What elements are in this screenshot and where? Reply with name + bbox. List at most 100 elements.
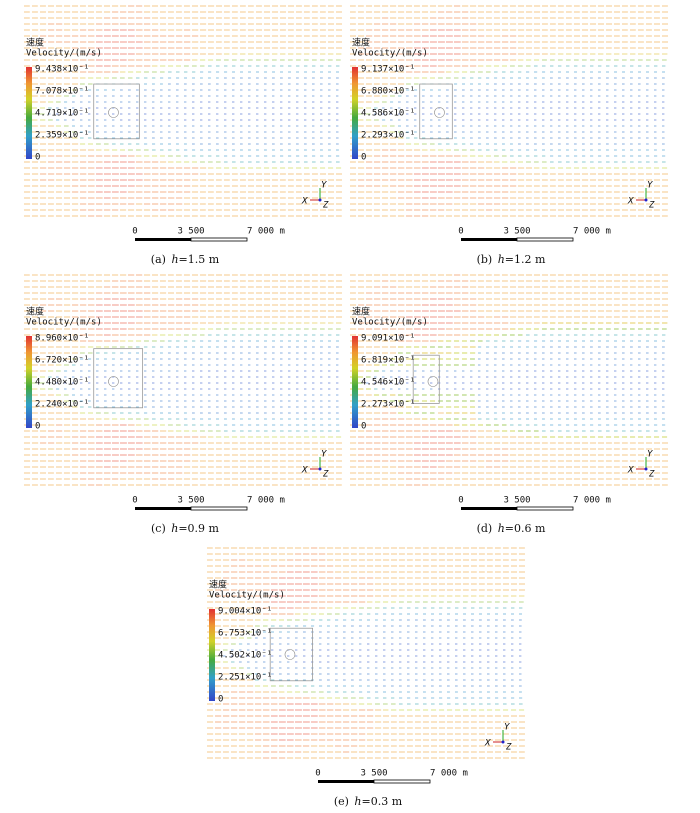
scale-bar-white	[190, 506, 248, 511]
vector-field	[231, 643, 522, 663]
axis-label-y: Y	[647, 450, 653, 460]
axis-z	[318, 198, 322, 202]
legend-label: 4.480×10⁻¹	[35, 378, 89, 388]
legend-label: 2.240×10⁻¹	[35, 400, 89, 410]
vector-field	[414, 29, 461, 199]
caption: (d) h=0.6 m	[348, 522, 674, 535]
vector-field	[223, 619, 522, 687]
vector-field	[88, 29, 143, 199]
color-bar	[352, 336, 358, 428]
vector-field	[350, 59, 667, 163]
caption: (c) h=0.9 m	[22, 522, 348, 535]
vector-field	[48, 346, 339, 414]
legend-label: 0	[218, 695, 223, 705]
vector-field	[231, 607, 523, 705]
scale-bar-white	[190, 237, 248, 242]
axis-z	[501, 740, 505, 744]
axis-label-y: Y	[321, 181, 327, 191]
legend-label: 6.819×10⁻¹	[361, 356, 415, 366]
vector-field	[366, 346, 665, 414]
caption: (a) h=1.5 m	[22, 253, 348, 266]
axis-label-y: Y	[647, 181, 653, 191]
structure-outline	[269, 627, 313, 682]
caption-text: =0.3 m	[361, 795, 403, 808]
structure-core	[108, 107, 119, 118]
axis-label-z: Z	[505, 743, 512, 753]
vector-field	[374, 334, 666, 432]
legend-label: 9.004×10⁻¹	[218, 607, 272, 617]
scale-bar-black	[135, 238, 191, 241]
color-bar	[26, 336, 32, 428]
vector-field	[24, 274, 342, 486]
vector-field	[48, 334, 340, 432]
scale-label: 0	[458, 496, 463, 506]
vector-field	[350, 5, 668, 217]
axis-label-x: X	[301, 466, 308, 476]
scale-label: 7 000 m	[430, 769, 468, 779]
legend-label: 0	[35, 153, 40, 163]
vector-field	[350, 274, 668, 486]
legend-label: 4.502×10⁻¹	[218, 651, 272, 661]
legend-label: 2.293×10⁻¹	[361, 131, 415, 141]
caption-tag: (b)	[476, 253, 493, 266]
axis-z	[644, 467, 648, 471]
caption-var: h	[171, 522, 179, 535]
legend-label: 6.880×10⁻¹	[361, 87, 415, 97]
caption-text: =0.9 m	[178, 522, 219, 535]
axis-label-z: Z	[648, 201, 655, 211]
scale-label: 0	[132, 496, 137, 506]
axis-label-x: X	[301, 197, 308, 207]
legend-label: 9.438×10⁻¹	[35, 65, 89, 75]
legend-label: 0	[361, 422, 366, 432]
scale-label: 7 000 m	[573, 227, 611, 237]
vector-field	[24, 328, 342, 438]
scale-label: 7 000 m	[247, 227, 285, 237]
structure-core	[284, 649, 296, 660]
scale-label: 3 500	[360, 769, 387, 779]
legend-title: Velocity/(m/s)	[352, 49, 428, 59]
vector-field	[406, 298, 461, 468]
vector-field	[56, 101, 339, 121]
legend-label: 2.273×10⁻¹	[361, 400, 415, 410]
vector-field	[24, 53, 342, 169]
legend-title: Velocity/(m/s)	[26, 49, 102, 59]
legend-label: 9.091×10⁻¹	[361, 334, 415, 344]
vector-field	[374, 77, 665, 145]
vector-field	[350, 59, 668, 169]
structure-outline	[412, 354, 440, 404]
vector-field	[350, 53, 668, 169]
scale-bar-white	[516, 506, 574, 511]
scale-label: 3 500	[177, 227, 204, 237]
structure-outline	[419, 83, 453, 140]
structure-core	[427, 376, 439, 387]
vector-field	[24, 5, 342, 217]
caption-tag: (c)	[151, 522, 166, 535]
caption-tag: (d)	[476, 522, 493, 535]
vector-field	[56, 370, 339, 390]
scale-label: 3 500	[177, 496, 204, 506]
vector-field	[207, 601, 524, 705]
scale-bar-black	[461, 507, 517, 510]
caption-text: =1.2 m	[504, 253, 546, 266]
axis-label-z: Z	[322, 470, 329, 480]
vector-field	[382, 101, 665, 121]
caption-var: h	[171, 253, 179, 266]
axis-z	[644, 198, 648, 202]
vector-field	[56, 340, 340, 426]
vector-field	[24, 322, 342, 438]
scale-label: 7 000 m	[573, 496, 611, 506]
scale-label: 3 500	[503, 227, 530, 237]
vector-field	[40, 5, 199, 217]
vector-field	[358, 274, 509, 486]
legend-label: 4.719×10⁻¹	[35, 109, 89, 119]
vector-field	[350, 328, 668, 438]
vector-field	[239, 613, 523, 699]
axis-label-y: Y	[504, 723, 510, 733]
caption-var: h	[497, 522, 505, 535]
legend-label: 7.078×10⁻¹	[35, 87, 89, 97]
